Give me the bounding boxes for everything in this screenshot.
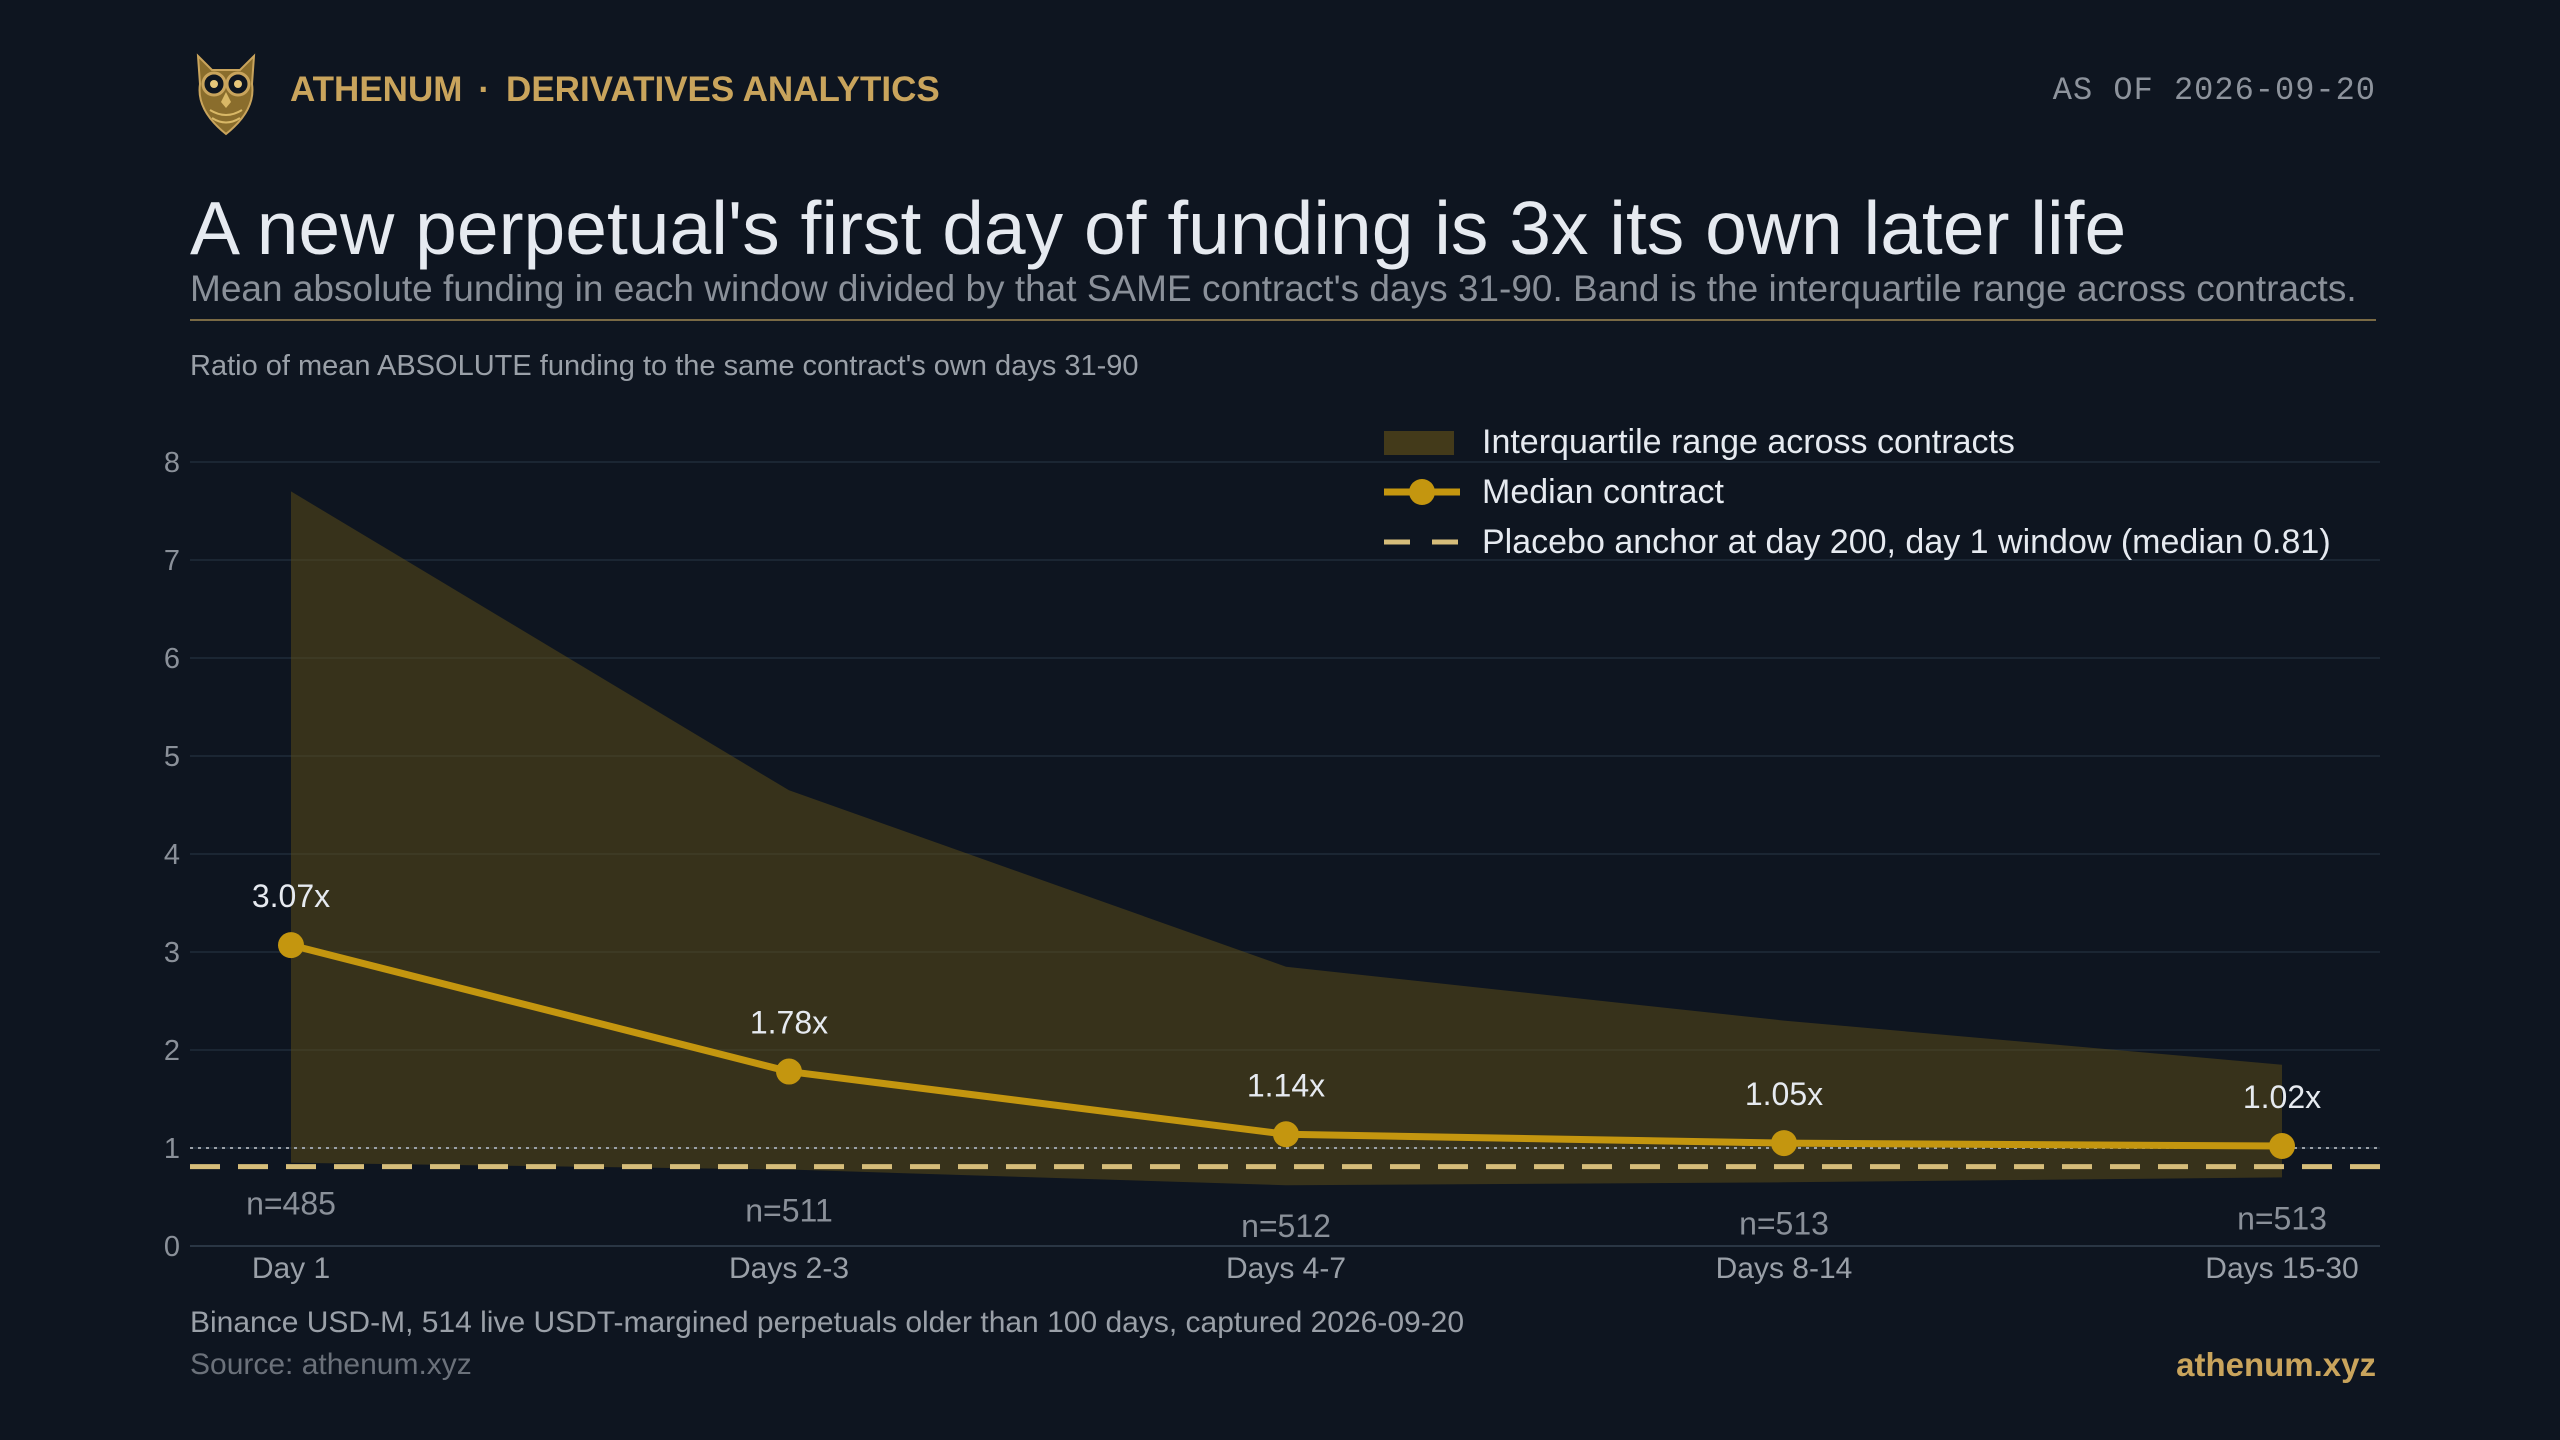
sample-count: n=512 xyxy=(1241,1208,1331,1244)
data-label: 1.02x xyxy=(2243,1079,2321,1115)
y-axis-label: Ratio of mean ABSOLUTE funding to the sa… xyxy=(190,350,1139,382)
sample-count: n=485 xyxy=(246,1186,336,1222)
data-label: 1.78x xyxy=(750,1005,828,1041)
y-tick-label: 1 xyxy=(164,1133,180,1165)
y-tick-label: 2 xyxy=(164,1035,180,1067)
page-subtitle: Mean absolute funding in each window div… xyxy=(190,268,2357,309)
owl-logo-icon xyxy=(196,53,256,136)
median-point xyxy=(1771,1130,1797,1157)
title-divider xyxy=(190,319,2376,321)
sample-count: n=513 xyxy=(1739,1205,1829,1241)
legend-median-label: Median contract xyxy=(1482,473,1724,511)
source-credit: Source: athenum.xyz xyxy=(190,1348,472,1381)
y-tick-label: 0 xyxy=(164,1231,180,1263)
legend-placebo-label: Placebo anchor at day 200, day 1 window … xyxy=(1482,523,2331,561)
brand-title: ATHENUM · DERIVATIVES ANALYTICS xyxy=(290,70,940,110)
legend-median-marker xyxy=(1409,479,1435,505)
footnote: Binance USD-M, 514 live USDT-margined pe… xyxy=(190,1306,1465,1339)
page-title: A new perpetual's first day of funding i… xyxy=(190,186,2127,270)
y-tick-label: 7 xyxy=(164,545,180,577)
y-tick-label: 4 xyxy=(164,839,180,871)
legend-band-label: Interquartile range across contracts xyxy=(1482,423,2015,461)
site-link[interactable]: athenum.xyz xyxy=(2176,1346,2376,1383)
as-of-date: AS OF 2026-09-20 xyxy=(2052,72,2376,109)
x-tick-label: Day 1 xyxy=(252,1252,330,1285)
sample-count: n=513 xyxy=(2237,1200,2327,1236)
data-label: 1.05x xyxy=(1745,1076,1823,1112)
x-tick-label: Days 15-30 xyxy=(2205,1252,2358,1285)
x-tick-label: Days 8-14 xyxy=(1716,1252,1853,1285)
iqr-band xyxy=(291,491,2282,1186)
brand-separator: · xyxy=(478,70,491,109)
y-tick-label: 6 xyxy=(164,643,180,675)
sample-count: n=511 xyxy=(745,1193,833,1229)
median-point xyxy=(776,1058,802,1085)
data-label: 1.14x xyxy=(1247,1067,1325,1103)
x-tick-label: Days 4-7 xyxy=(1226,1252,1346,1285)
header: ATHENUM · DERIVATIVES ANALYTICS AS OF 2026… xyxy=(190,48,2376,136)
y-tick-label: 5 xyxy=(164,741,180,773)
brand-section: DERIVATIVES ANALYTICS xyxy=(506,70,940,109)
brand-name: ATHENUM xyxy=(290,70,463,109)
median-point xyxy=(278,932,304,959)
y-tick-label: 3 xyxy=(164,937,180,969)
median-point xyxy=(1273,1121,1299,1148)
legend-band-swatch xyxy=(1384,431,1454,455)
x-tick-label: Days 2-3 xyxy=(729,1252,849,1285)
y-tick-label: 8 xyxy=(164,447,180,479)
median-point xyxy=(2269,1133,2295,1160)
data-label: 3.07x xyxy=(252,878,330,914)
